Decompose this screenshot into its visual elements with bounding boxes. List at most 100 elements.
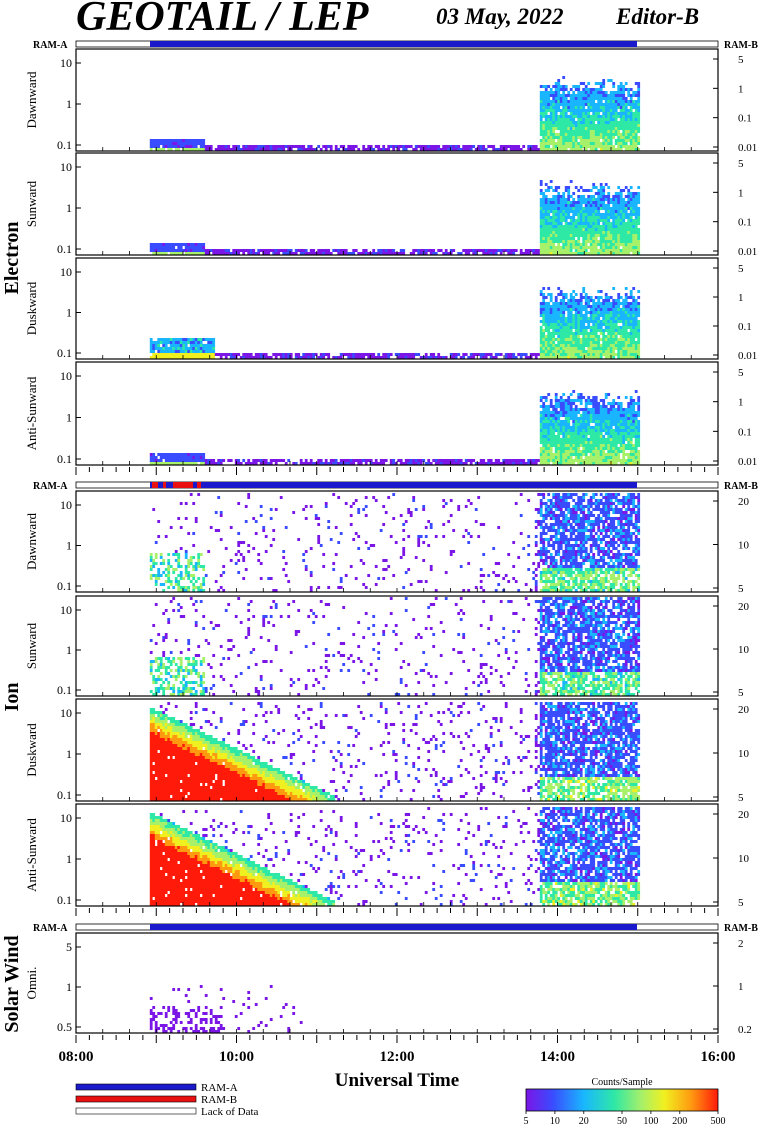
heat-cell: [549, 201, 553, 204]
heat-cell: [624, 411, 628, 414]
heat-cell: [572, 201, 576, 204]
heat-cell: [382, 462, 386, 465]
heat-cell: [542, 408, 546, 411]
heat-cell: [479, 148, 483, 151]
heat-cell: [632, 204, 636, 207]
heat-cell: [307, 353, 311, 356]
heat-cell: [624, 106, 628, 109]
heat-cell: [194, 142, 198, 145]
heat-cell: [599, 183, 603, 186]
heat-cell: [569, 444, 573, 447]
heat-cell: [327, 145, 331, 148]
heat-cell: [557, 453, 561, 456]
heat-cell: [514, 148, 518, 151]
heat-cell: [194, 520, 198, 523]
heat-cell: [629, 320, 633, 323]
heat-cell: [582, 350, 586, 353]
heat-cell: [579, 103, 583, 106]
heat-cell: [572, 243, 576, 246]
heat-cell: [194, 139, 198, 142]
heat-cell: [577, 189, 581, 192]
heat-cell: [599, 438, 603, 441]
heat-cell: [569, 94, 573, 97]
heat-cell: [592, 204, 596, 207]
ram-bar-electron: RAM-A RAM-B: [33, 40, 758, 51]
heat-cell: [629, 195, 633, 198]
heat-cell: [237, 541, 241, 544]
heat-cell: [587, 462, 591, 465]
heat-cell: [539, 222, 543, 225]
heat-cell: [282, 568, 286, 571]
heat-cell: [554, 393, 558, 396]
heat-cell: [557, 347, 561, 350]
heat-cell: [634, 353, 638, 356]
heat-cell: [184, 148, 188, 151]
heat-cell: [562, 441, 566, 444]
heat-cell: [154, 347, 158, 350]
heat-cell: [577, 341, 581, 344]
heat-cell: [194, 568, 198, 571]
heat-cell: [597, 136, 601, 139]
heat-cell: [629, 435, 633, 438]
heat-cell: [587, 246, 591, 249]
heat-cell: [294, 249, 298, 252]
heat-cell: [629, 237, 633, 240]
heat-cell: [584, 97, 588, 100]
heat-cell: [594, 192, 598, 195]
heat-cell: [544, 183, 548, 186]
heat-cell: [549, 356, 553, 359]
heat-cell: [609, 118, 613, 121]
heat-cell: [284, 249, 288, 252]
heat-cell: [582, 308, 586, 311]
heat-cell: [544, 429, 548, 432]
heat-cell: [589, 341, 593, 344]
heat-cell: [622, 323, 626, 326]
heat-cell: [549, 198, 553, 201]
heat-cell: [557, 462, 561, 465]
heat-cell: [552, 326, 556, 329]
heat-cell: [574, 231, 578, 234]
heat-cell: [587, 240, 591, 243]
heat-cell: [574, 115, 578, 118]
heat-cell: [602, 305, 606, 308]
heat-cell: [614, 444, 618, 447]
heat-cell: [552, 426, 556, 429]
heat-cell: [634, 115, 638, 118]
heat-cell: [622, 435, 626, 438]
heat-cell: [404, 145, 408, 148]
heat-cell: [547, 308, 551, 311]
heat-cell: [192, 544, 196, 547]
heat-cell: [484, 462, 488, 465]
heat-cell: [619, 94, 623, 97]
heat-cell: [549, 411, 553, 414]
heat-cell: [619, 320, 623, 323]
heat-cell: [204, 145, 208, 148]
heat-cell: [562, 329, 566, 332]
heat-cell: [592, 396, 596, 399]
heat-cell: [167, 341, 171, 344]
heat-cell: [199, 456, 203, 459]
left-tick-label: 10: [60, 56, 72, 70]
heat-cell: [542, 308, 546, 311]
heat-cell: [634, 435, 638, 438]
heat-cell: [439, 459, 443, 462]
heat-cell: [587, 335, 591, 338]
heat-cell: [572, 299, 576, 302]
heat-cell: [602, 139, 606, 142]
heat-cell: [314, 252, 318, 255]
heat-cell: [632, 320, 636, 323]
heat-cell: [159, 574, 163, 577]
heat-cell: [572, 305, 576, 308]
heat-cell: [244, 148, 248, 151]
heat-cell: [542, 462, 546, 465]
heat-cell: [504, 249, 508, 252]
heat-cell: [629, 249, 633, 252]
heat-cell: [562, 219, 566, 222]
heat-cell: [464, 462, 468, 465]
heat-cell: [202, 142, 206, 145]
heat-cell: [509, 252, 513, 255]
heat-cell: [554, 411, 558, 414]
heat-cell: [559, 213, 563, 216]
heat-cell: [622, 204, 626, 207]
right-tick-label: 1: [738, 187, 744, 199]
